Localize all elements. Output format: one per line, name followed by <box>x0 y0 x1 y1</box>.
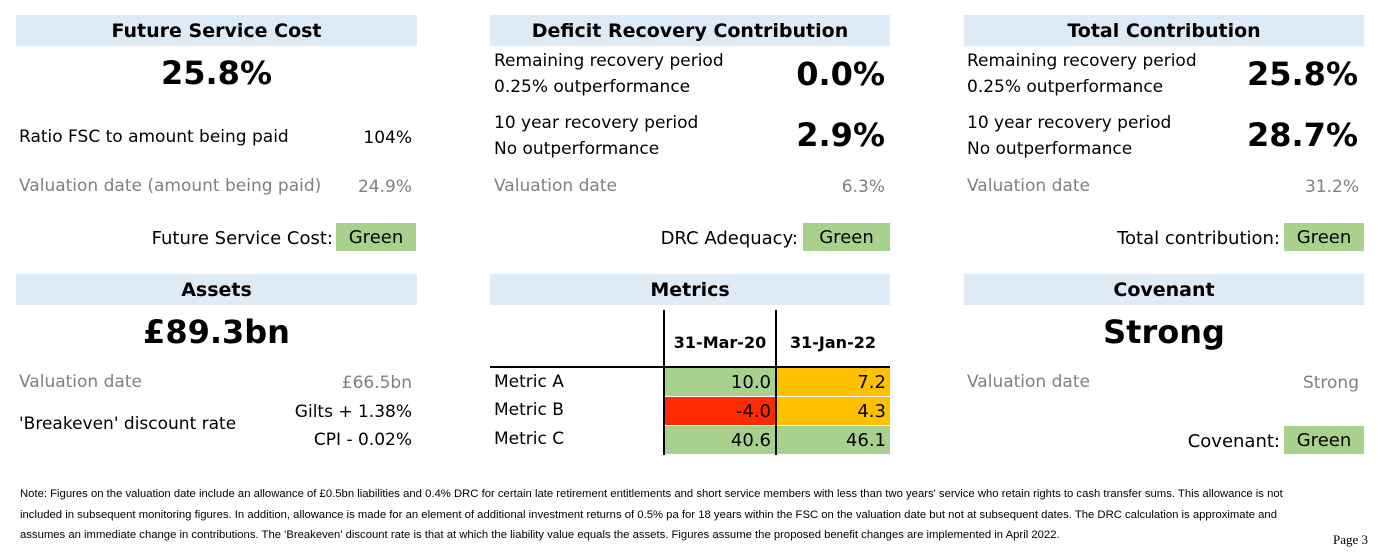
drc-header-text: Deficit Recovery Contribution <box>531 19 849 42</box>
covenant-big-value: Strong <box>1103 313 1225 351</box>
total-row2-line2: No outperformance <box>967 139 1133 159</box>
covenant-status-label: Covenant: <box>1187 431 1280 452</box>
total-row2-value: 28.7% <box>1246 116 1358 154</box>
drc-row2-value: 2.9% <box>796 116 885 154</box>
total-row2-line1: 10 year recovery period <box>967 113 1172 133</box>
total-valuation-value: 31.2% <box>1304 177 1359 197</box>
metric-b-label: Metric B <box>494 400 564 420</box>
drc-status-label: DRC Adequacy: <box>660 228 798 249</box>
total-row1-line1: Remaining recovery period <box>967 51 1197 71</box>
fsc-status-text: Green <box>348 226 404 248</box>
total-status-badge: Green <box>1284 223 1364 251</box>
total-status-label: Total contribution: <box>1117 228 1280 249</box>
covenant-header: Covenant <box>964 274 1364 305</box>
metric-a-value-2: 7.2 <box>777 368 890 396</box>
fsc-header-text: Future Service Cost <box>111 19 322 42</box>
metric-c-value-1: 40.6 <box>665 426 775 454</box>
assets-header: Assets <box>16 274 417 305</box>
covenant-valuation-label: Valuation date <box>967 372 1090 392</box>
drc-row1-line2: 0.25% outperformance <box>494 77 691 97</box>
metrics-header: Metrics <box>490 274 890 305</box>
metric-b-value-2: 4.3 <box>777 397 890 425</box>
metric-c-label: Metric C <box>494 429 565 449</box>
drc-row1-value: 0.0% <box>796 55 885 93</box>
fsc-ratio-label: Ratio FSC to amount being paid <box>19 127 289 147</box>
metrics-col1-header: 31-Mar-20 <box>673 333 767 352</box>
covenant-status-text: Green <box>1296 429 1352 451</box>
covenant-header-text: Covenant <box>1113 278 1215 301</box>
assets-breakeven-cpi: CPI - 0.02% <box>313 430 412 450</box>
page-number: Page 3 <box>1332 532 1368 547</box>
metric-c-value-2: 46.1 <box>777 426 890 454</box>
metric-a-value-1: 10.0 <box>665 368 775 396</box>
metrics-divider-header <box>490 366 890 368</box>
metrics-header-text: Metrics <box>650 278 730 301</box>
metric-a-label: Metric A <box>494 372 564 392</box>
metrics-col2-header: 31-Jan-22 <box>790 333 876 352</box>
drc-row2-line1: 10 year recovery period <box>494 113 699 133</box>
drc-status-text: Green <box>819 226 874 248</box>
total-valuation-label: Valuation date <box>967 176 1090 196</box>
total-row1-value: 25.8% <box>1246 55 1358 93</box>
assets-header-text: Assets <box>181 278 252 301</box>
covenant-valuation-value: Strong <box>1302 373 1359 393</box>
fsc-status-badge: Green <box>336 223 416 251</box>
total-header-text: Total Contribution <box>1067 19 1261 42</box>
fsc-status-label: Future Service Cost: <box>151 228 333 249</box>
assets-valuation-label: Valuation date <box>19 372 142 392</box>
drc-status-badge: Green <box>803 223 890 251</box>
total-row1-line2: 0.25% outperformance <box>967 77 1164 97</box>
fsc-valuation-value: 24.9% <box>357 177 412 197</box>
footnote: Note: Figures on the valuation date incl… <box>20 488 1283 541</box>
drc-valuation-value: 6.3% <box>841 177 885 197</box>
assets-valuation-value: £66.5bn <box>341 373 412 393</box>
total-status-text: Green <box>1296 226 1352 248</box>
drc-valuation-label: Valuation date <box>494 176 617 196</box>
fsc-big-value: 25.8% <box>160 54 272 92</box>
assets-big-value: £89.3bn <box>143 313 290 351</box>
fsc-valuation-label: Valuation date (amount being paid) <box>19 176 322 196</box>
drc-header: Deficit Recovery Contribution <box>490 15 890 46</box>
metric-b-value-1: -4.0 <box>665 397 775 425</box>
total-header: Total Contribution <box>964 15 1364 46</box>
metrics-divider-mid <box>775 310 777 455</box>
drc-row1-line1: Remaining recovery period <box>494 51 724 71</box>
covenant-status-badge: Green <box>1284 426 1364 454</box>
fsc-header: Future Service Cost <box>16 15 417 46</box>
drc-row2-line2: No outperformance <box>494 139 660 159</box>
assets-breakeven-gilts: Gilts + 1.38% <box>294 402 412 422</box>
metrics-divider-left <box>663 310 665 455</box>
fsc-ratio-value: 104% <box>363 128 412 148</box>
assets-breakeven-label: 'Breakeven' discount rate <box>19 414 237 434</box>
